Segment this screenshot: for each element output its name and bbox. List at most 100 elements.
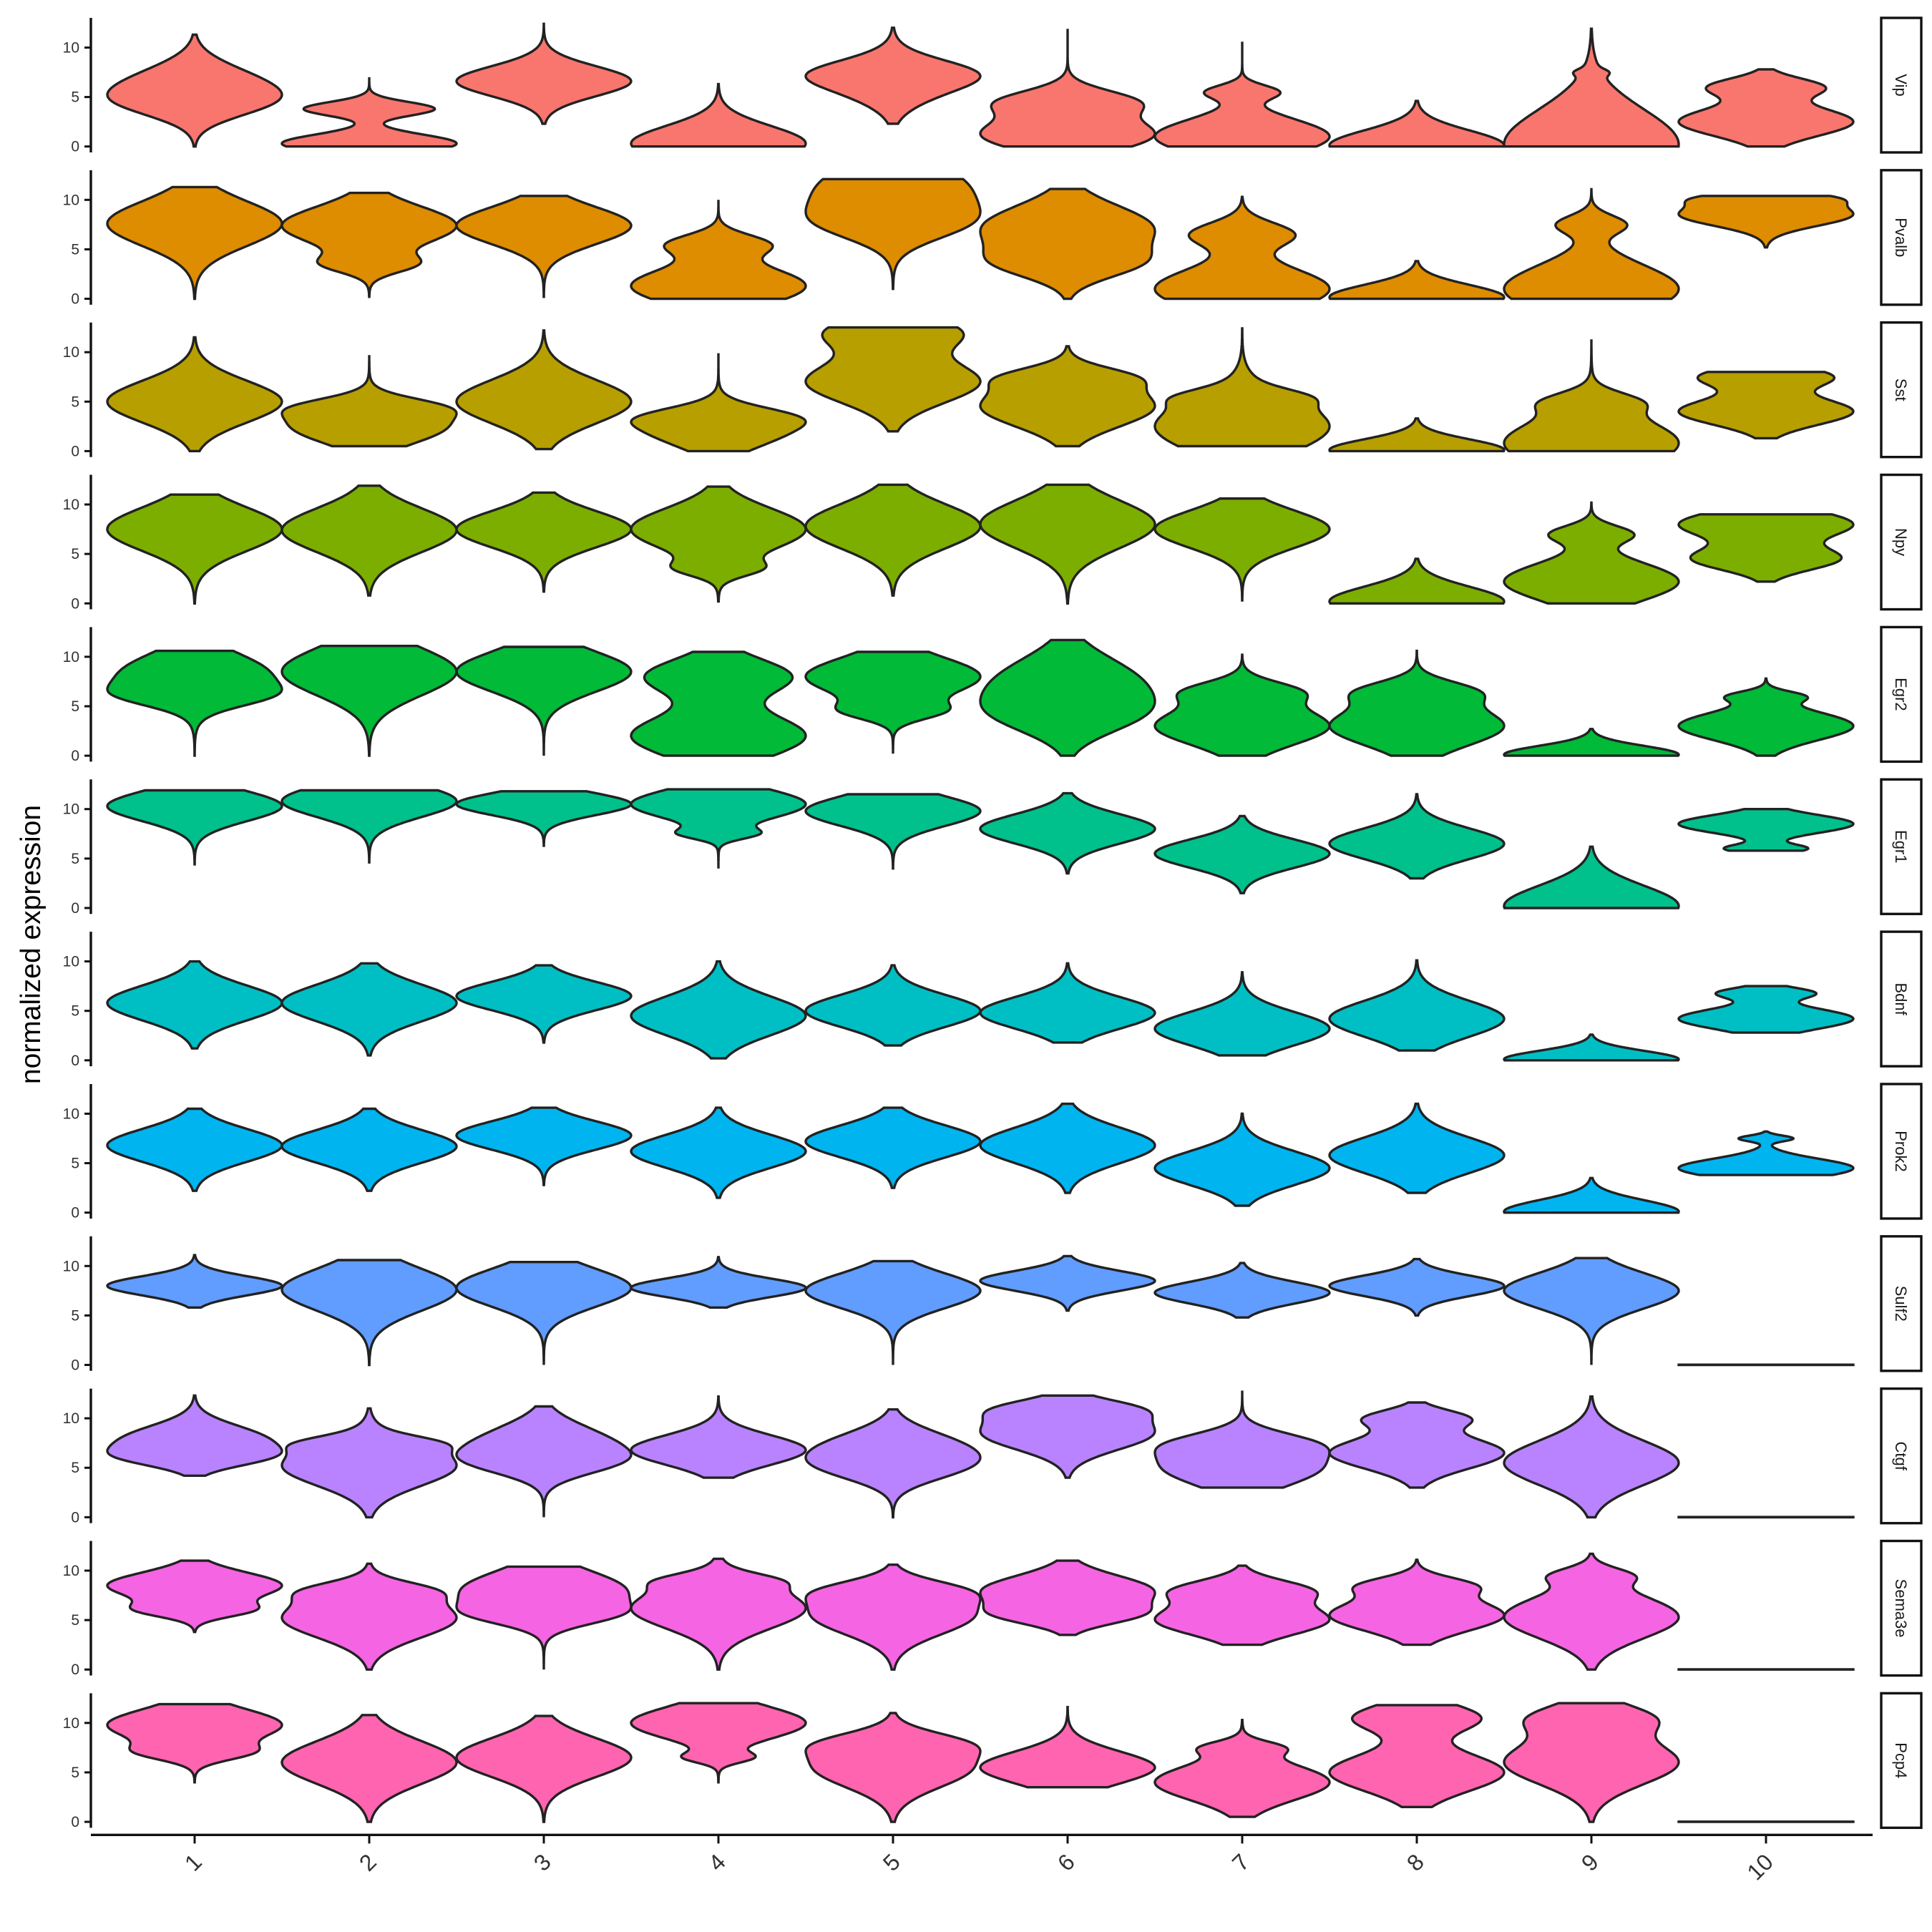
violin-sema3e-cluster-3	[455, 1565, 633, 1670]
y-tick-label: 10	[63, 1563, 79, 1579]
violin-sulf2-cluster-2	[280, 1259, 458, 1367]
violin-sema3e-cluster-9	[1503, 1552, 1680, 1671]
violin-pvalb-cluster-6	[979, 187, 1156, 301]
violin-pvalb-cluster-8	[1328, 260, 1506, 301]
facet-strip-label: Vip	[1892, 74, 1910, 96]
facet-strip-label: Pvalb	[1892, 218, 1910, 257]
violin-egr1-cluster-2	[280, 789, 458, 864]
violin-sema3e-cluster-8	[1328, 1558, 1506, 1646]
violin-pcp4-cluster-5	[804, 1712, 982, 1823]
facet-panel-egr2: 0 5 10 Egr2	[63, 625, 1923, 764]
violin-egr1-cluster-1	[106, 789, 283, 866]
violin-egr2-cluster-2	[280, 645, 458, 757]
facet-panel-vip: 0 5 10 Vip	[63, 16, 1923, 155]
violin-egr2-cluster-7	[1153, 653, 1331, 757]
violin-egr1-cluster-9	[1503, 845, 1680, 909]
violin-pcp4-cluster-3	[455, 1714, 633, 1823]
violin-vip-cluster-3	[455, 22, 633, 125]
y-tick-label: 5	[71, 698, 79, 715]
y-tick-label: 5	[71, 1612, 79, 1629]
violin-pvalb-cluster-7	[1153, 195, 1331, 301]
violin-prok2-cluster-5	[804, 1106, 982, 1189]
facet-strip-label: Sst	[1892, 379, 1910, 401]
violin-sulf2-cluster-8	[1328, 1257, 1506, 1317]
y-tick-label: 10	[63, 344, 79, 361]
facet-panel-sst: 0 5 10 Sst	[63, 321, 1923, 459]
x-tick-label: 5	[878, 1849, 905, 1876]
y-axis-title: normalized expression	[16, 805, 47, 1084]
violin-vip-cluster-5	[804, 26, 982, 125]
facet-strip-label: Pcp4	[1892, 1742, 1910, 1778]
violin-pvalb-cluster-4	[630, 200, 807, 301]
y-tick-label: 5	[71, 241, 79, 258]
facet-panel-prok2: 0 5 10 Prok2	[63, 1083, 1923, 1221]
violin-pvalb-cluster-3	[455, 195, 633, 298]
violin-sst-cluster-8	[1328, 417, 1506, 453]
violin-pcp4-cluster-6	[979, 1705, 1156, 1789]
y-tick-label: 0	[71, 900, 79, 917]
violin-sst-cluster-7	[1153, 327, 1331, 448]
violin-sulf2-cluster-9	[1503, 1257, 1680, 1365]
facet-panel-ctgf: 0 5 10 Ctgf	[63, 1387, 1923, 1526]
violin-vip-cluster-4	[630, 82, 807, 148]
facet-strip	[1880, 930, 1923, 1068]
violin-bdnf-cluster-2	[280, 962, 458, 1057]
facet-strip-label: Egr2	[1892, 678, 1910, 711]
y-tick-label: 0	[71, 291, 79, 308]
facet-strip-label: Sema3e	[1892, 1579, 1910, 1638]
violin-pcp4-cluster-8	[1328, 1704, 1506, 1809]
violin-ctgf-cluster-7	[1153, 1390, 1331, 1489]
y-tick-label: 5	[71, 1307, 79, 1324]
x-tick-label: 10	[1742, 1849, 1778, 1885]
y-tick-label: 5	[71, 851, 79, 867]
violin-npy-cluster-8	[1328, 557, 1506, 605]
facet-strip	[1880, 1539, 1923, 1677]
violin-egr2-cluster-10	[1677, 677, 1855, 757]
y-tick-label: 5	[71, 1765, 79, 1781]
facet-strip	[1880, 473, 1923, 611]
y-tick-label: 10	[63, 1106, 79, 1122]
facet-panel-sulf2: 0 5 10 Sulf2	[63, 1235, 1923, 1374]
violin-npy-cluster-10	[1677, 513, 1855, 583]
facet-strip	[1880, 321, 1923, 459]
y-tick-label: 10	[63, 954, 79, 970]
x-tick-label: 3	[529, 1849, 556, 1876]
violin-ctgf-cluster-6	[979, 1394, 1156, 1479]
violin-sst-cluster-1	[106, 336, 283, 453]
y-tick-label: 0	[71, 139, 79, 155]
violin-pvalb-cluster-9	[1503, 187, 1680, 301]
facet-strip-label: Ctgf	[1892, 1441, 1910, 1470]
y-tick-label: 10	[63, 801, 79, 818]
violin-bdnf-cluster-7	[1153, 971, 1331, 1057]
violin-bdnf-cluster-1	[106, 960, 283, 1050]
facet-strip-label: Sulf2	[1892, 1286, 1910, 1322]
violin-pcp4-cluster-7	[1153, 1718, 1331, 1818]
y-tick-label: 5	[71, 1156, 79, 1172]
violin-egr2-cluster-6	[979, 638, 1156, 757]
facet-strip	[1880, 1692, 1923, 1830]
violin-egr2-cluster-5	[804, 650, 982, 754]
violin-npy-cluster-4	[630, 485, 807, 603]
violin-vip-cluster-8	[1328, 99, 1506, 148]
violin-npy-cluster-7	[1153, 497, 1331, 602]
violin-sst-cluster-2	[280, 355, 458, 448]
x-tick-label: 9	[1576, 1849, 1604, 1876]
violin-sst-cluster-4	[630, 353, 807, 453]
violin-ctgf-cluster-5	[804, 1407, 982, 1519]
violin-vip-cluster-10	[1677, 68, 1855, 148]
violin-sst-cluster-3	[455, 329, 633, 451]
facet-strip	[1880, 1235, 1923, 1372]
x-tick-label: 7	[1227, 1849, 1254, 1876]
x-tick-label: 4	[703, 1849, 731, 1876]
violin-pcp4-cluster-2	[280, 1714, 458, 1823]
violin-sulf2-cluster-3	[455, 1260, 633, 1365]
violin-npy-cluster-3	[455, 491, 633, 593]
y-tick-label: 10	[63, 1258, 79, 1274]
violin-bdnf-cluster-6	[979, 962, 1156, 1044]
violin-egr1-cluster-6	[979, 791, 1156, 875]
violin-ctgf-cluster-9	[1503, 1395, 1680, 1519]
violin-ctgf-cluster-1	[106, 1394, 283, 1478]
y-tick-label: 10	[63, 1410, 79, 1427]
violin-sulf2-cluster-1	[106, 1254, 283, 1309]
violin-bdnf-cluster-8	[1328, 959, 1506, 1052]
